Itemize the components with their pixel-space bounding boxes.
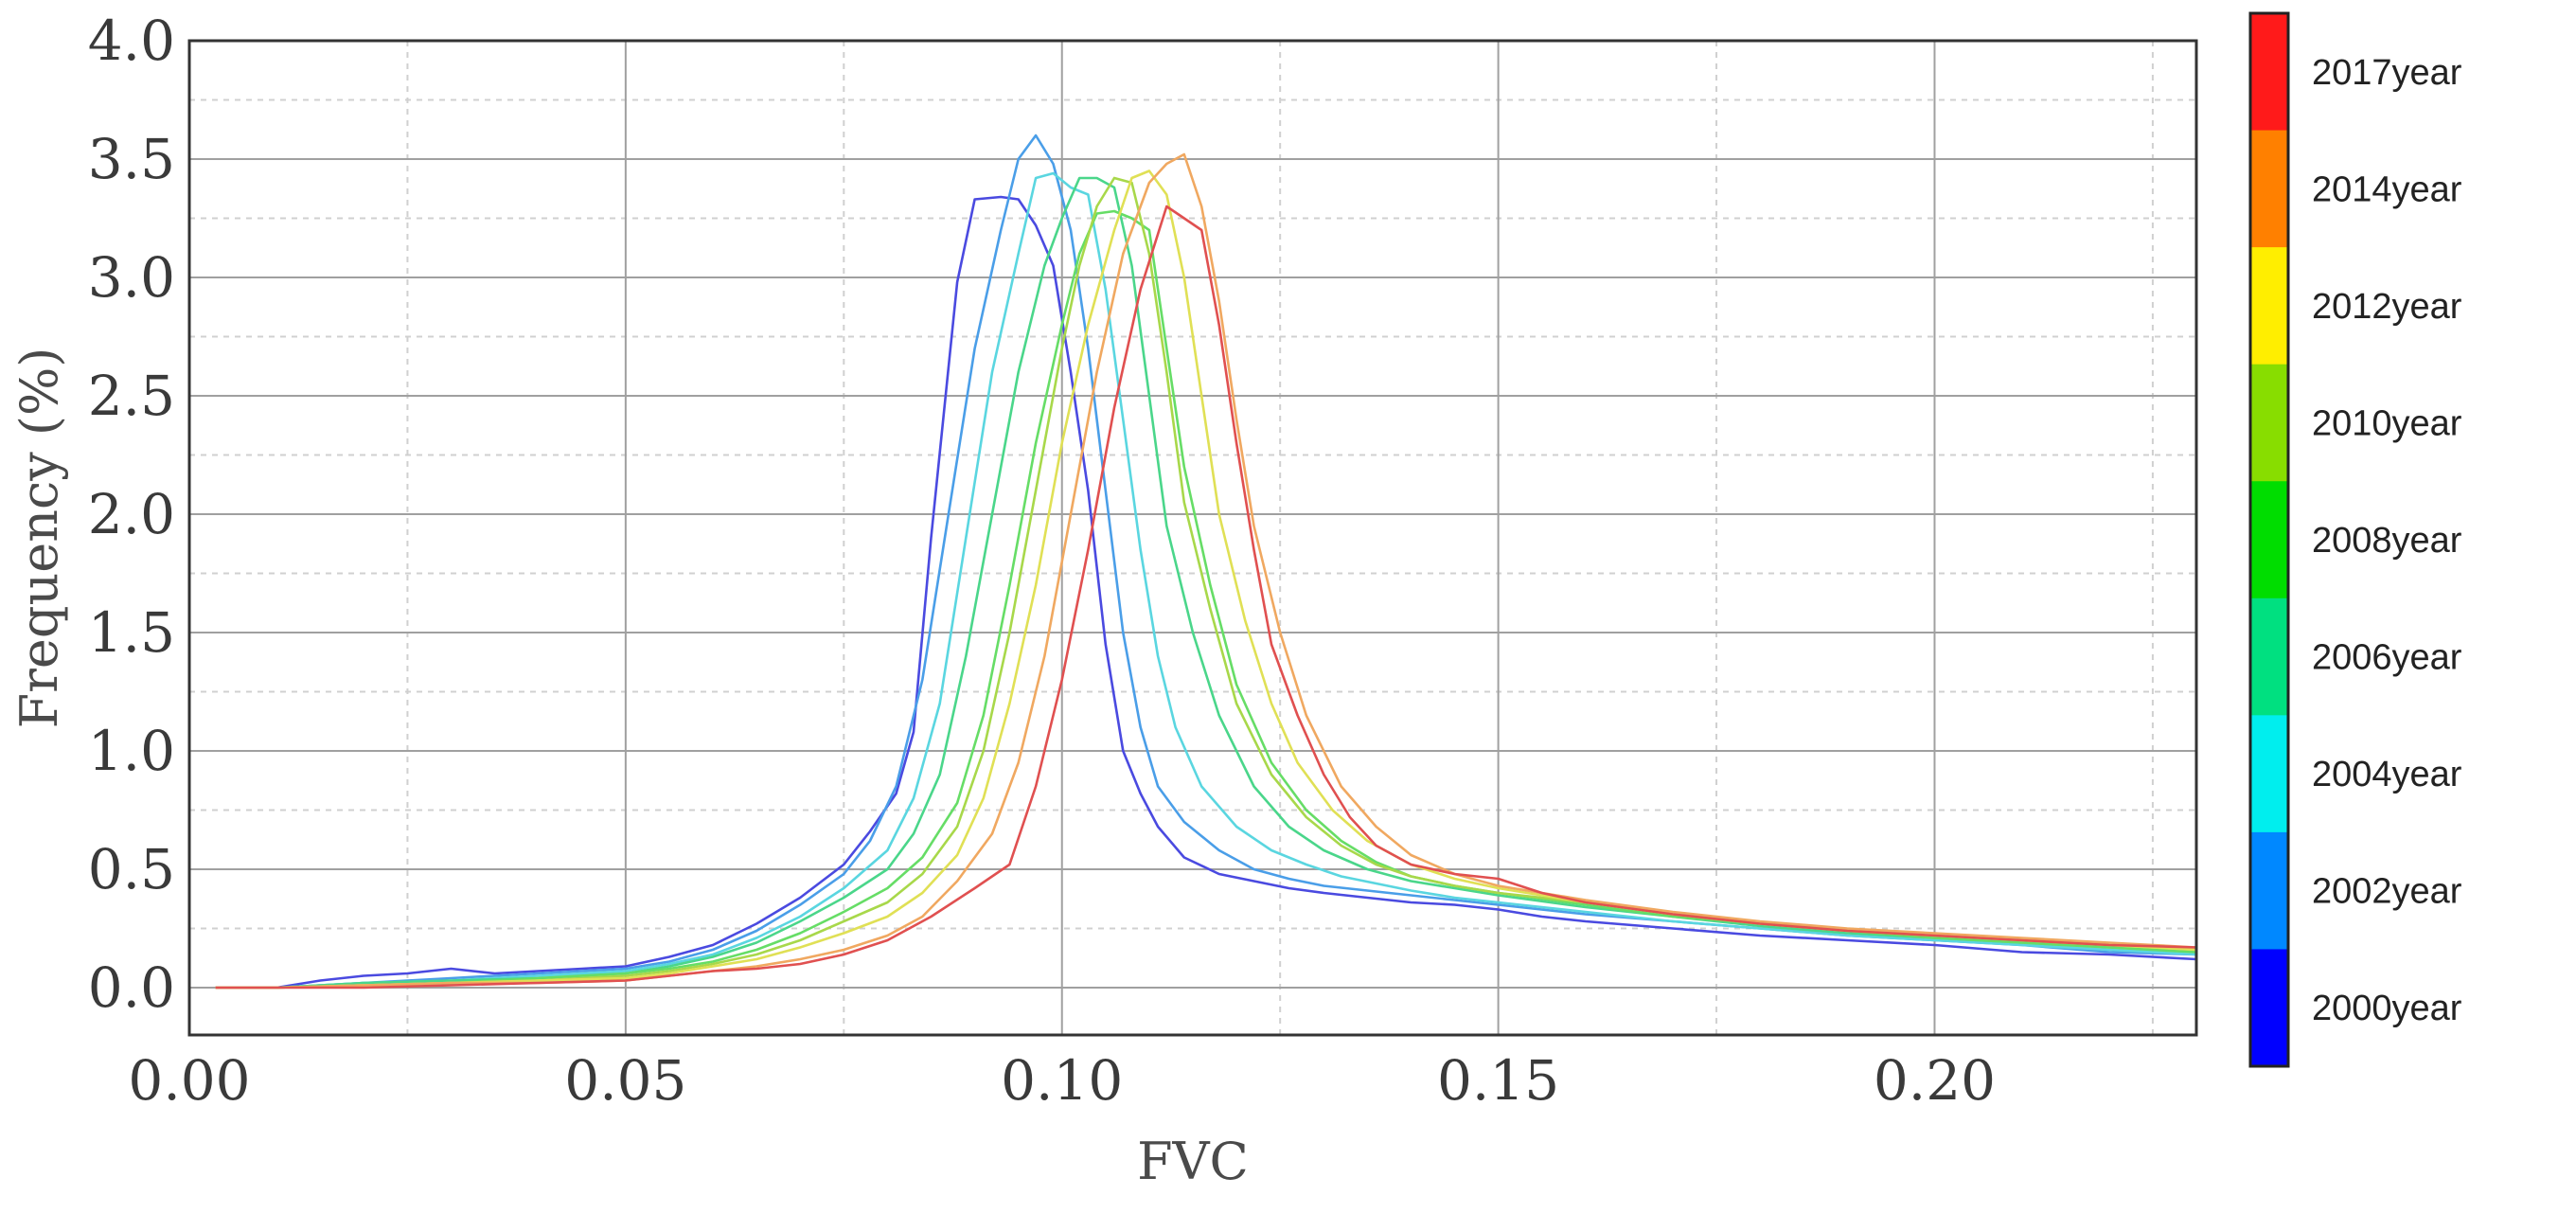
- y-tick-label: 0.0: [88, 955, 175, 1020]
- series-line-2004year: [215, 171, 2196, 990]
- legend-label: 2012year: [2312, 287, 2462, 327]
- x-tick-label: 0.05: [564, 1048, 686, 1113]
- x-axis-ticks: 0.00 0.05 0.10 0.15 0.20: [128, 1048, 1996, 1113]
- x-tick-label: 0.10: [1001, 1048, 1123, 1113]
- legend-swatch: [2250, 949, 2288, 1067]
- series-line-2000year: [215, 195, 2196, 990]
- series-line-2012year: [215, 169, 2196, 990]
- series-layer: [215, 134, 2196, 990]
- legend-label: 2008year: [2312, 521, 2462, 561]
- x-tick-label: 0.20: [1874, 1048, 1996, 1113]
- legend-label: 2010year: [2312, 403, 2462, 443]
- y-tick-label: 4.0: [88, 9, 175, 73]
- y-tick-label: 1.0: [88, 719, 175, 783]
- legend-swatch: [2250, 481, 2288, 599]
- legend-label: 2004year: [2312, 755, 2462, 794]
- legend-swatch: [2250, 130, 2288, 248]
- legend-label: 2000year: [2312, 989, 2462, 1028]
- y-tick-label: 0.5: [88, 837, 175, 901]
- series-line-2002year: [215, 134, 2196, 990]
- major-grid: [189, 41, 2196, 1035]
- y-tick-label: 1.5: [88, 600, 175, 665]
- legend-label: 2014year: [2312, 169, 2462, 209]
- legend-label: 2017year: [2312, 53, 2462, 93]
- legend-label: 2002year: [2312, 872, 2462, 912]
- legend-swatch: [2250, 715, 2288, 833]
- legend-swatch: [2250, 598, 2288, 716]
- y-tick-label: 2.0: [88, 482, 175, 546]
- legend-swatch: [2250, 247, 2288, 366]
- x-tick-label: 0.00: [128, 1048, 250, 1113]
- series-line-2008year: [215, 209, 2196, 990]
- legend-label: 2006year: [2312, 638, 2462, 678]
- legend-frame: [2248, 11, 2290, 1068]
- series-line-2017year: [215, 205, 2196, 990]
- legend-swatch: [2250, 13, 2288, 132]
- legend-swatch: [2250, 364, 2288, 482]
- x-axis-title: FVC: [1137, 1132, 1249, 1191]
- y-axis-ticks: 0.0 0.5 1.0 1.5 2.0 2.5 3.0 3.5 4.0: [88, 9, 175, 1020]
- series-line-2010year: [215, 176, 2196, 990]
- y-tick-label: 3.0: [88, 245, 175, 310]
- plot-frame: [187, 39, 2198, 1037]
- series-line-2006year: [215, 176, 2196, 990]
- y-tick-label: 2.5: [88, 364, 175, 428]
- y-tick-label: 3.5: [88, 127, 175, 191]
- legend-swatch: [2250, 831, 2288, 950]
- color-legend: 2017year 2014year 2012year 2010year 2008year…: [2248, 11, 2462, 1068]
- y-axis-title: Frequency (%): [9, 348, 69, 729]
- x-tick-label: 0.15: [1437, 1048, 1559, 1113]
